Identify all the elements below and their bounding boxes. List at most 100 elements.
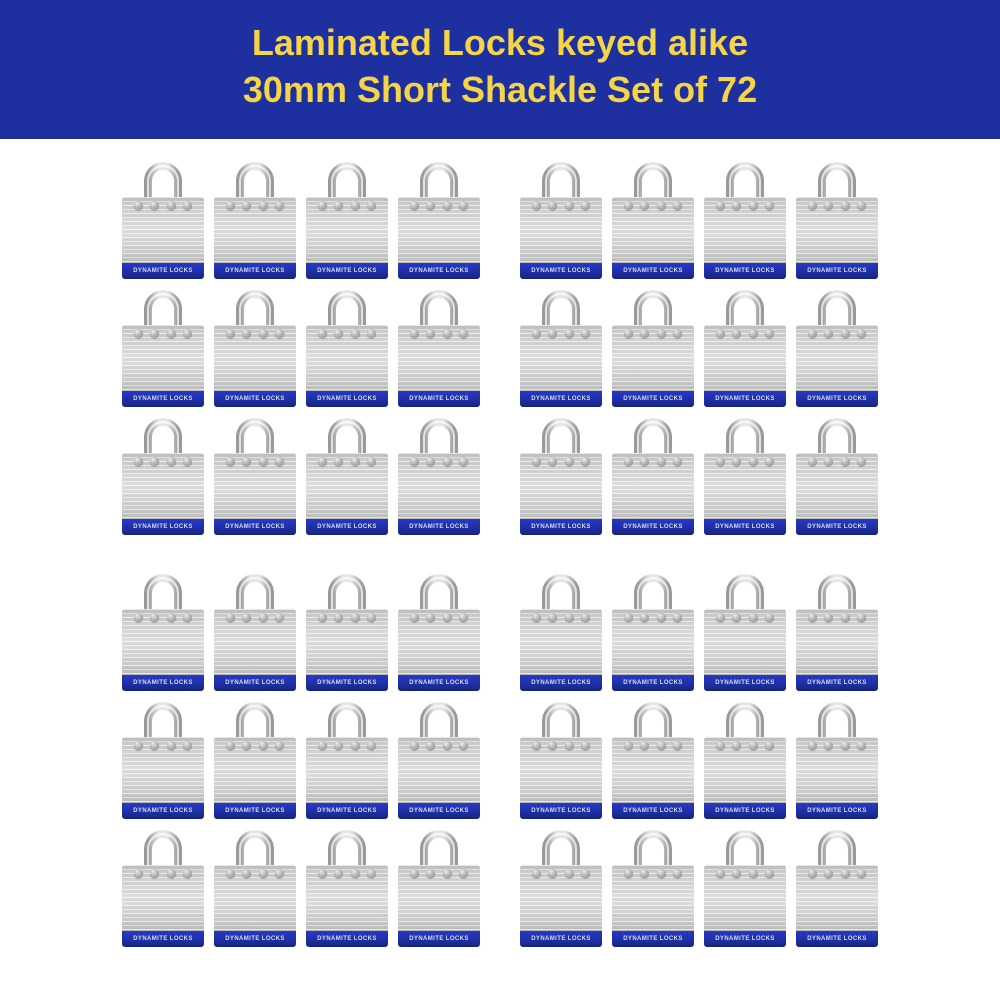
rivet-icon: [275, 869, 284, 878]
rivet-row: [398, 201, 480, 210]
lock-body: DYNAMITE LOCKS: [398, 325, 480, 407]
rivet-icon: [443, 201, 452, 210]
brand-band: DYNAMITE LOCKS: [398, 803, 480, 819]
brand-band: DYNAMITE LOCKS: [306, 675, 388, 691]
row-left-half: DYNAMITE LOCKS: [120, 697, 482, 819]
row-right-half: DYNAMITE LOCKS: [518, 569, 880, 691]
brand-band: DYNAMITE LOCKS: [122, 391, 204, 407]
lock-body: DYNAMITE LOCKS: [520, 453, 602, 535]
row-left-half: DYNAMITE LOCKS: [120, 285, 482, 407]
rivet-row: [214, 457, 296, 466]
rivet-icon: [548, 613, 557, 622]
rivet-icon: [226, 329, 235, 338]
rivet-icon: [150, 869, 159, 878]
padlock-icon: DYNAMITE LOCKS: [396, 285, 482, 407]
rivet-icon: [443, 741, 452, 750]
rivet-icon: [581, 613, 590, 622]
padlock-icon: DYNAMITE LOCKS: [794, 285, 880, 407]
rivet-icon: [318, 869, 327, 878]
rivet-icon: [824, 741, 833, 750]
padlock-icon: DYNAMITE LOCKS: [518, 285, 604, 407]
padlock-icon: DYNAMITE LOCKS: [794, 157, 880, 279]
brand-band: DYNAMITE LOCKS: [398, 931, 480, 947]
padlock-icon: DYNAMITE LOCKS: [702, 285, 788, 407]
rivet-icon: [275, 201, 284, 210]
rivet-icon: [259, 201, 268, 210]
rivet-icon: [640, 201, 649, 210]
rivet-row: [214, 869, 296, 878]
rivet-icon: [367, 457, 376, 466]
row-left-half: DYNAMITE LOCKS: [120, 569, 482, 691]
rivet-icon: [183, 613, 192, 622]
rivet-icon: [824, 869, 833, 878]
lock-body-laminated: [398, 737, 480, 803]
rivet-row: [704, 201, 786, 210]
rivet-icon: [841, 329, 850, 338]
brand-band: DYNAMITE LOCKS: [704, 675, 786, 691]
lock-body: DYNAMITE LOCKS: [306, 325, 388, 407]
lock-body: DYNAMITE LOCKS: [214, 865, 296, 947]
rivet-icon: [808, 869, 817, 878]
padlock-icon: DYNAMITE LOCKS: [212, 413, 298, 535]
brand-band: DYNAMITE LOCKS: [306, 803, 388, 819]
lock-body: DYNAMITE LOCKS: [398, 737, 480, 819]
brand-band: DYNAMITE LOCKS: [398, 263, 480, 279]
rivet-icon: [640, 613, 649, 622]
rivet-row: [306, 613, 388, 622]
padlock-icon: DYNAMITE LOCKS: [702, 413, 788, 535]
rivet-icon: [134, 613, 143, 622]
padlock-icon: DYNAMITE LOCKS: [120, 697, 206, 819]
rivet-icon: [134, 457, 143, 466]
rivet-icon: [565, 329, 574, 338]
lock-body-laminated: [796, 453, 878, 519]
padlock-icon: DYNAMITE LOCKS: [212, 157, 298, 279]
rivet-row: [398, 329, 480, 338]
rivet-icon: [565, 457, 574, 466]
lock-row: DYNAMITE LOCKS: [120, 157, 880, 279]
rivet-icon: [259, 613, 268, 622]
rivet-icon: [749, 457, 758, 466]
lock-body-laminated: [520, 325, 602, 391]
rivet-icon: [426, 457, 435, 466]
rivet-icon: [732, 741, 741, 750]
rivet-icon: [426, 329, 435, 338]
rivet-icon: [548, 869, 557, 878]
rivet-icon: [259, 869, 268, 878]
rivet-icon: [732, 457, 741, 466]
brand-band: DYNAMITE LOCKS: [796, 675, 878, 691]
padlock-icon: DYNAMITE LOCKS: [396, 413, 482, 535]
padlock-icon: DYNAMITE LOCKS: [396, 825, 482, 947]
lock-body: DYNAMITE LOCKS: [704, 737, 786, 819]
lock-body: DYNAMITE LOCKS: [796, 325, 878, 407]
lock-body: DYNAMITE LOCKS: [122, 197, 204, 279]
rivet-row: [398, 741, 480, 750]
lock-body-laminated: [122, 197, 204, 263]
lock-body: DYNAMITE LOCKS: [612, 453, 694, 535]
lock-body: DYNAMITE LOCKS: [214, 325, 296, 407]
rivet-row: [796, 741, 878, 750]
padlock-icon: DYNAMITE LOCKS: [304, 157, 390, 279]
rivet-icon: [673, 869, 682, 878]
product-grid: DYNAMITE LOCKS: [120, 157, 880, 947]
lock-body: DYNAMITE LOCKS: [520, 325, 602, 407]
rivet-icon: [367, 741, 376, 750]
lock-body-laminated: [398, 609, 480, 675]
rivet-icon: [765, 457, 774, 466]
rivet-icon: [134, 869, 143, 878]
lock-body: DYNAMITE LOCKS: [122, 325, 204, 407]
brand-band: DYNAMITE LOCKS: [796, 519, 878, 535]
rivet-icon: [532, 201, 541, 210]
rivet-icon: [716, 329, 725, 338]
row-right-half: DYNAMITE LOCKS: [518, 825, 880, 947]
lock-body: DYNAMITE LOCKS: [214, 737, 296, 819]
rivet-icon: [624, 741, 633, 750]
rivet-row: [306, 457, 388, 466]
rivet-icon: [226, 457, 235, 466]
lock-body: DYNAMITE LOCKS: [306, 609, 388, 691]
rivet-icon: [808, 613, 817, 622]
padlock-icon: DYNAMITE LOCKS: [212, 285, 298, 407]
rivet-icon: [183, 457, 192, 466]
rivet-row: [612, 329, 694, 338]
lock-body-laminated: [520, 865, 602, 931]
rivet-icon: [765, 741, 774, 750]
